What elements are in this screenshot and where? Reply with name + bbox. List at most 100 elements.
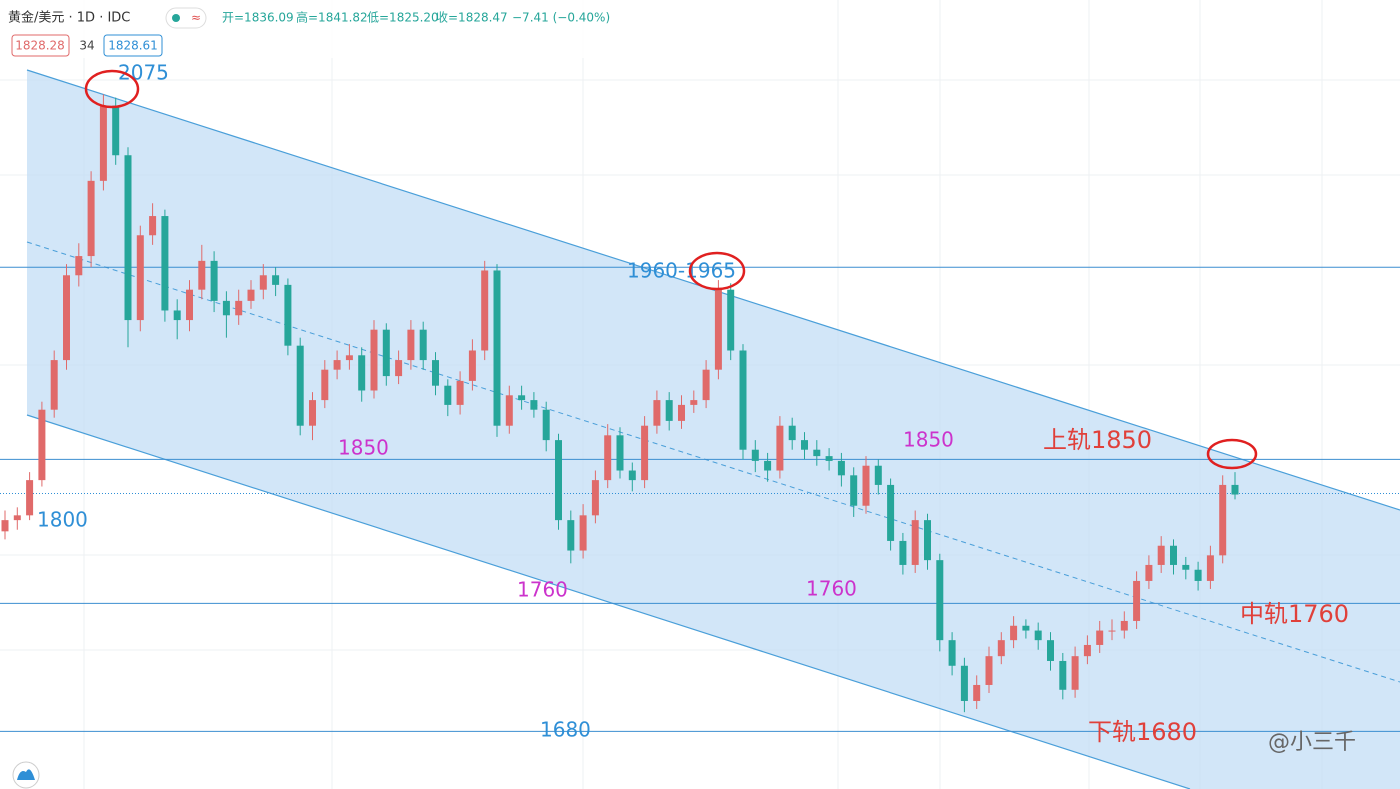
- candle-body: [911, 520, 919, 565]
- candle-body: [259, 275, 267, 290]
- candle-body: [591, 480, 599, 516]
- candle-body: [874, 465, 882, 485]
- annotation: 1760: [517, 578, 568, 602]
- candle-body: [370, 329, 378, 391]
- candle-body: [345, 355, 353, 361]
- ohlc-label: 收=1828.47: [436, 11, 508, 25]
- candle-body: [309, 400, 316, 426]
- annotation: 1850: [903, 428, 954, 452]
- ohlc-label: 低=1825.20: [367, 11, 439, 25]
- candle-body: [333, 360, 341, 370]
- candle-body: [296, 345, 304, 426]
- annotation: 上轨1850: [1043, 426, 1152, 454]
- candle-body: [739, 350, 747, 450]
- channel-fill: [27, 70, 1400, 789]
- candle-body: [850, 475, 858, 506]
- candle-body: [1022, 625, 1030, 631]
- candle-body: [960, 665, 968, 701]
- candle-body: [419, 329, 427, 361]
- candle-body: [751, 449, 759, 461]
- candle-body: [788, 425, 796, 441]
- candle-body: [136, 235, 144, 321]
- candle-body: [727, 289, 735, 351]
- candle-body: [198, 260, 206, 290]
- candle-body: [432, 360, 439, 386]
- candle-body: [518, 395, 526, 401]
- candle-body: [493, 270, 501, 426]
- ask: 1828.61: [108, 39, 158, 53]
- candle-body: [764, 460, 772, 471]
- candle-body: [1059, 660, 1067, 690]
- candle-body: [186, 289, 193, 321]
- candle-body: [530, 400, 538, 410]
- candle-body: [702, 369, 710, 401]
- candle-body: [124, 155, 132, 321]
- highlight-circle: [1206, 438, 1258, 470]
- candle-body: [173, 310, 181, 321]
- candle-body: [235, 300, 243, 316]
- candle-body: [1083, 644, 1091, 657]
- status-icon: ≈: [191, 11, 201, 25]
- channel-middle: [26, 241, 1400, 683]
- ask-badge: [103, 34, 163, 57]
- candle-body: [444, 385, 452, 405]
- candle-body: [26, 480, 34, 516]
- bid-badge: [11, 34, 70, 57]
- candle-body: [837, 460, 845, 476]
- candle-body: [456, 380, 464, 405]
- candle-body: [1133, 580, 1141, 621]
- annotation: 下轨1680: [1088, 718, 1197, 746]
- candle-body: [358, 355, 366, 391]
- annotation: 1800: [37, 508, 88, 532]
- candle-body: [776, 425, 784, 471]
- candles: [1, 94, 1239, 713]
- candle-body: [973, 684, 981, 701]
- candle-body: [1194, 569, 1202, 581]
- candle-body: [604, 435, 612, 481]
- candle-body: [653, 400, 661, 426]
- candle-body: [50, 360, 58, 410]
- status-badge: [165, 7, 207, 29]
- header-bg: [0, 0, 620, 58]
- candle-body: [628, 470, 636, 481]
- candle-body: [149, 216, 157, 236]
- candle-body: [1157, 545, 1165, 565]
- candle-body: [641, 425, 649, 481]
- candle-body: [887, 484, 895, 541]
- candle-body: [801, 440, 808, 450]
- levels: [0, 266, 1400, 732]
- spread: 34: [79, 39, 94, 53]
- ohlc-label: 高=1841.82: [296, 10, 368, 25]
- highlight-circle: [688, 251, 746, 291]
- candle-body: [407, 329, 415, 361]
- status-dot: [172, 14, 180, 22]
- ohlc-label: 开=1836.09: [222, 11, 294, 25]
- annotation: 1760: [806, 577, 857, 601]
- channel-lower: [26, 414, 1191, 789]
- candle-body: [63, 275, 70, 361]
- bid: 1828.28: [15, 39, 65, 53]
- candle-body: [813, 449, 821, 457]
- candle-body: [38, 409, 46, 481]
- candle-body: [985, 656, 993, 685]
- annotation: @小三千: [1268, 730, 1356, 755]
- candle-body: [382, 329, 390, 377]
- candle-body: [210, 260, 218, 301]
- candle-body: [468, 350, 476, 381]
- candle-body: [87, 180, 95, 257]
- ohlc-label: −7.41 (−0.40%): [512, 11, 610, 25]
- candle-body: [862, 465, 870, 506]
- annotation: 1850: [338, 436, 389, 460]
- candle-body: [284, 284, 292, 346]
- candle-body: [825, 456, 833, 461]
- candle-body: [567, 520, 575, 551]
- header: 黄金/美元 · 1D · IDC ≈ 开=1836.09 高=1841.82 低=1…: [0, 0, 620, 58]
- annotation: 中轨1760: [1240, 600, 1349, 628]
- candle-body: [936, 560, 944, 641]
- annotations: 2075 1960-1965 1850 1850 1760 1760 1800 1680 上轨1…: [37, 61, 1356, 756]
- candle-body: [1231, 484, 1239, 495]
- logo-icon: [17, 769, 35, 780]
- candle-body: [542, 409, 550, 441]
- candle-body: [1219, 484, 1227, 556]
